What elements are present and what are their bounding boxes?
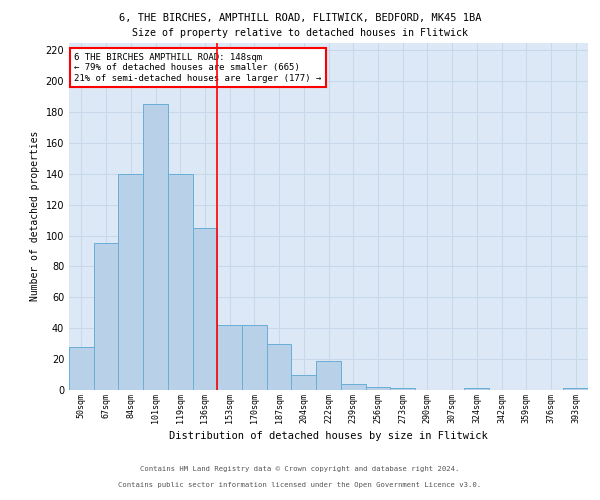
Bar (267, 344, 292, 390)
Bar (69, 347, 94, 390)
Bar (118, 174, 143, 390)
Bar (94, 244, 118, 390)
Bar (341, 384, 365, 390)
Bar (193, 228, 217, 390)
Bar (292, 374, 316, 390)
Bar (217, 325, 242, 390)
Bar (390, 388, 415, 390)
Text: Contains public sector information licensed under the Open Government Licence v3: Contains public sector information licen… (118, 482, 482, 488)
Bar (143, 104, 168, 390)
Text: 6, THE BIRCHES, AMPTHILL ROAD, FLITWICK, BEDFORD, MK45 1BA: 6, THE BIRCHES, AMPTHILL ROAD, FLITWICK,… (119, 12, 481, 22)
Bar (563, 388, 588, 390)
Y-axis label: Number of detached properties: Number of detached properties (30, 131, 40, 302)
Text: Contains HM Land Registry data © Crown copyright and database right 2024.: Contains HM Land Registry data © Crown c… (140, 466, 460, 472)
Text: 6 THE BIRCHES AMPTHILL ROAD: 148sqm
← 79% of detached houses are smaller (665)
2: 6 THE BIRCHES AMPTHILL ROAD: 148sqm ← 79… (74, 53, 322, 82)
Bar (242, 325, 267, 390)
Bar (316, 360, 341, 390)
Bar (464, 388, 489, 390)
Text: Size of property relative to detached houses in Flitwick: Size of property relative to detached ho… (132, 28, 468, 38)
Bar (168, 174, 193, 390)
Bar (365, 387, 390, 390)
X-axis label: Distribution of detached houses by size in Flitwick: Distribution of detached houses by size … (169, 431, 488, 441)
